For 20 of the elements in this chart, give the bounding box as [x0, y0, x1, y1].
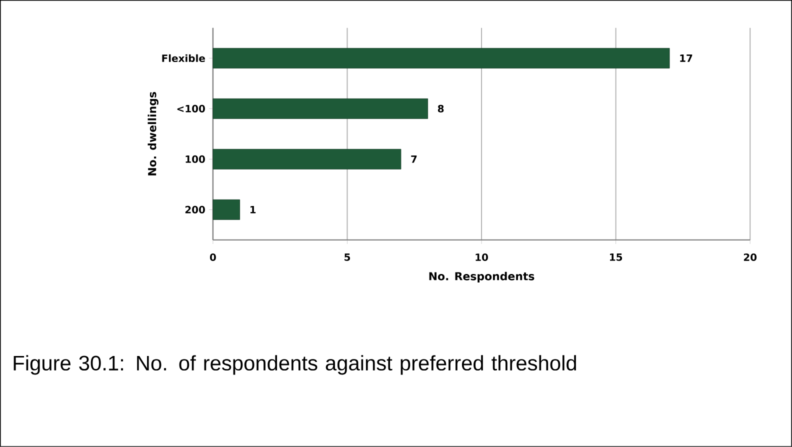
data-label: 17 [680, 54, 692, 62]
x-tick-label: 15 [610, 254, 622, 261]
data-label: 1 [250, 206, 256, 214]
x-tick-label: 0 [210, 254, 216, 262]
data-label: 8 [438, 104, 444, 112]
y-tick-label: 200 [185, 206, 205, 214]
bar [212, 98, 428, 119]
y-tick-label: 100 [186, 155, 205, 163]
y-tick-label: Flexible [162, 54, 205, 62]
x-tick-label: 10 [476, 254, 488, 262]
x-tick-label: 5 [344, 254, 350, 261]
x-tick-label: 20 [744, 254, 757, 262]
data-label: 7 [411, 156, 417, 163]
y-axis-title: No. dwellings [148, 92, 158, 176]
x-axis-title: No. Respondents [429, 272, 534, 283]
bar [212, 149, 402, 170]
caption: Figure 30.1: No. of respondents against preferred threshold [14, 355, 576, 375]
bar [212, 200, 240, 220]
bar [212, 48, 670, 68]
y-tick-label: <100 [177, 104, 205, 112]
